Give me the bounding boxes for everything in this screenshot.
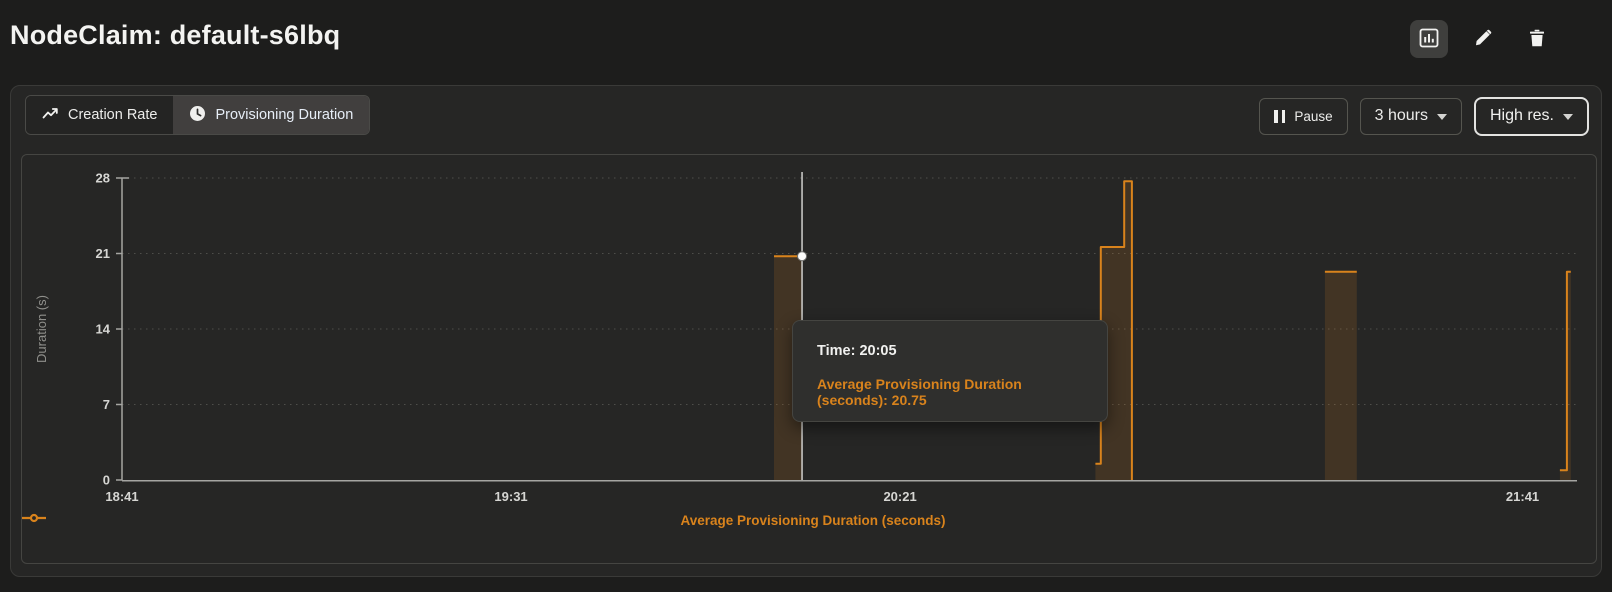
chart-view-button[interactable]: [1410, 20, 1448, 58]
edit-button[interactable]: [1464, 20, 1502, 58]
time-range-dropdown[interactable]: 3 hours: [1359, 97, 1462, 135]
series-step-line: [1559, 270, 1571, 472]
hover-point-marker: [797, 251, 808, 262]
bar-chart-icon: [1418, 27, 1440, 52]
resolution-dropdown[interactable]: High res.: [1473, 96, 1589, 136]
tab-provisioning-duration[interactable]: Provisioning Duration: [173, 96, 370, 134]
y-tick-label: 7: [103, 397, 110, 412]
pause-label: Pause: [1294, 108, 1333, 124]
chart-controls: Pause 3 hours High res.: [1259, 96, 1589, 136]
y-tick-label: 28: [96, 171, 110, 186]
pencil-icon: [1472, 27, 1494, 52]
tab-label: Creation Rate: [68, 107, 158, 123]
y-axis-title: Duration (s): [34, 295, 49, 363]
tooltip-series-value: Average Provisioning Duration (seconds):…: [817, 376, 1022, 408]
header-actions: [1410, 20, 1556, 58]
series-step-line: [1095, 180, 1133, 480]
x-tick-label: 21:41: [1506, 489, 1539, 504]
clock-icon: [189, 105, 206, 126]
chart-tooltip: Time: 20:05 Average Provisioning Duratio…: [792, 320, 1108, 422]
trash-icon: [1526, 27, 1548, 52]
legend-item-avg-provisioning-duration[interactable]: Average Provisioning Duration (seconds): [22, 513, 946, 528]
resolution-value: High res.: [1489, 107, 1554, 124]
tooltip-time: Time: 20:05: [817, 343, 897, 359]
y-tick-label: 14: [96, 322, 111, 337]
y-tick-label: 21: [96, 246, 110, 261]
series-area: [774, 256, 802, 480]
chart-card: Creation Rate Provisioning Duration Paus…: [10, 85, 1602, 577]
chart-legend: Average Provisioning Duration (seconds): [22, 513, 1596, 528]
chart-tabs: Creation Rate Provisioning Duration: [25, 95, 371, 135]
pause-button[interactable]: Pause: [1259, 97, 1348, 135]
chart-panel: 0 7 14 21 28 18:41 19:31 20:21 21:41 Duration (s)…: [21, 154, 1597, 564]
x-tick-label: 19:31: [494, 489, 527, 504]
y-tick-label: 0: [103, 473, 110, 488]
provisioning-duration-chart[interactable]: 0 7 14 21 28 18:41 19:31 20:21 21:41 Duration (s): [22, 155, 1598, 565]
trend-line-icon: [42, 105, 59, 125]
chevron-down-icon: [1436, 113, 1447, 120]
tab-label: Provisioning Duration: [215, 107, 354, 123]
x-tick-label: 18:41: [105, 489, 138, 504]
time-range-value: 3 hours: [1374, 107, 1428, 124]
page-title: NodeClaim: default-s6lbq: [10, 20, 341, 50]
series-area: [1559, 271, 1571, 480]
pause-icon: [1274, 109, 1286, 123]
series-area: [1324, 271, 1357, 480]
chevron-down-icon: [1563, 113, 1573, 120]
tab-creation-rate[interactable]: Creation Rate: [26, 96, 174, 134]
x-tick-label: 20:21: [883, 489, 916, 504]
legend-label: Average Provisioning Duration (seconds): [680, 513, 946, 528]
delete-button[interactable]: [1518, 20, 1556, 58]
